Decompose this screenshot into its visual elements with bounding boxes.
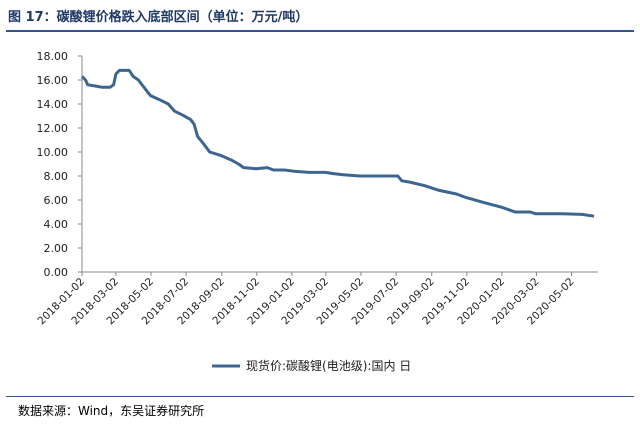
y-tick-label: 10.00 xyxy=(37,146,69,159)
series-line xyxy=(80,68,595,218)
source-note: 数据来源：Wind，东吴证券研究所 xyxy=(18,404,205,418)
y-tick-label: 14.00 xyxy=(37,98,69,111)
figure-title: 图 17：碳酸锂价格跌入底部区间（单位：万元/吨） xyxy=(8,10,309,25)
y-axis-ticks: 0.00 2.00 4.00 6.00 8.00 10.00 12.00 14.00 16.00… xyxy=(37,50,82,279)
chart-axes xyxy=(81,56,598,273)
line-chart: 0.00 2.00 4.00 6.00 8.00 10.00 12.00 14.00 16.00… xyxy=(35,50,598,373)
y-tick-label: 12.00 xyxy=(37,122,69,135)
y-tick-label: 4.00 xyxy=(44,218,69,231)
legend-label: 现货价:碳酸锂(电池级):国内 日 xyxy=(246,358,411,373)
x-axis-ticks: 2018-01-022018-03-022018-05-022018-07-02… xyxy=(35,272,577,327)
y-tick-label: 2.00 xyxy=(44,242,69,255)
source-rule xyxy=(6,396,634,397)
y-tick-label: 6.00 xyxy=(44,194,69,207)
y-tick-label: 18.00 xyxy=(37,50,69,63)
y-tick-label: 0.00 xyxy=(44,266,69,279)
chart-legend: 现货价:碳酸锂(电池级):国内 日 xyxy=(212,358,411,373)
title-rule xyxy=(6,30,634,32)
y-tick-label: 16.00 xyxy=(37,74,69,87)
y-tick-label: 8.00 xyxy=(44,170,69,183)
